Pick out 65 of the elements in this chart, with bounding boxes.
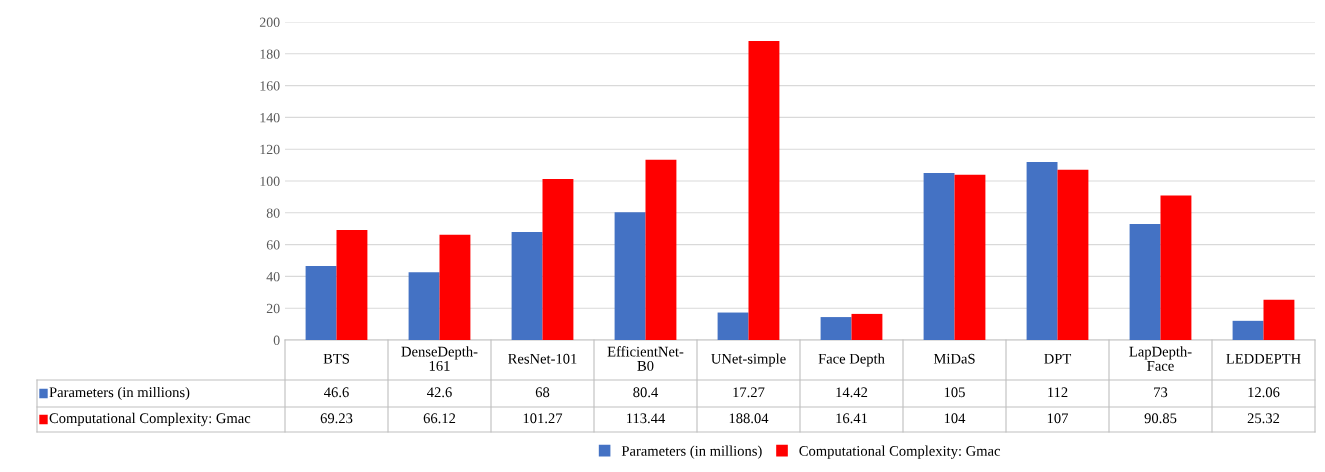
data-label: 90.85 bbox=[1144, 413, 1177, 424]
data-label: 46.6 bbox=[324, 387, 349, 398]
x-tick-label: DenseDepth-161 bbox=[401, 346, 478, 371]
data-label: 112 bbox=[1048, 387, 1068, 398]
data-label: 107 bbox=[1047, 413, 1069, 424]
data-label: 17.27 bbox=[733, 387, 765, 398]
y-tick-label: 20 bbox=[266, 303, 280, 314]
data-label: 16.41 bbox=[836, 413, 868, 424]
bar bbox=[1160, 195, 1192, 340]
data-label: 188.04 bbox=[729, 413, 769, 424]
x-tick-label: UNet-simple bbox=[711, 353, 786, 367]
data-label: 101.27 bbox=[523, 413, 563, 424]
bar bbox=[511, 231, 543, 340]
data-label: 14.42 bbox=[836, 387, 868, 398]
y-tick-label: 140 bbox=[260, 112, 280, 123]
text: Parameters (in millions) bbox=[49, 386, 190, 401]
data-label: 25.32 bbox=[1247, 413, 1280, 424]
data-label: 68 bbox=[535, 387, 550, 398]
y-tick-label: 80 bbox=[266, 208, 280, 218]
x-tick-label: BTS bbox=[323, 353, 349, 364]
y-tick-label: 60 bbox=[266, 240, 280, 250]
bar bbox=[305, 265, 337, 340]
legend-label: Parameters (in millions) bbox=[621, 445, 762, 459]
bar bbox=[1263, 299, 1295, 340]
bar bbox=[717, 312, 749, 340]
bar bbox=[542, 178, 574, 340]
bar bbox=[439, 234, 471, 340]
bar bbox=[954, 174, 986, 340]
data-label: 42.6 bbox=[427, 387, 452, 398]
data-label: 69.23 bbox=[320, 413, 353, 424]
x-tick-label: DPT bbox=[1044, 353, 1072, 364]
x-tick-label: LEDDEPTH bbox=[1226, 353, 1301, 364]
bar bbox=[1057, 169, 1089, 340]
bar bbox=[923, 173, 955, 340]
bar bbox=[1026, 161, 1058, 340]
x-tick-label: MiDaS bbox=[933, 353, 975, 364]
legend-label: Computational Complexity: Gmac bbox=[799, 445, 1001, 459]
bar bbox=[614, 212, 646, 340]
y-tick-label: 100 bbox=[260, 176, 280, 186]
bar bbox=[1129, 223, 1161, 340]
text: Computational Complexity: Gmac bbox=[49, 412, 251, 427]
data-label: 80.4 bbox=[633, 387, 659, 398]
data-label: 66.12 bbox=[423, 413, 456, 424]
data-label: 73 bbox=[1154, 387, 1168, 398]
bar bbox=[645, 159, 677, 340]
y-tick-label: 160 bbox=[260, 81, 280, 91]
y-tick-label: 0 bbox=[273, 335, 280, 345]
bar bbox=[851, 313, 883, 340]
bar bbox=[1232, 320, 1264, 340]
bar bbox=[408, 272, 440, 340]
y-tick-label: 180 bbox=[260, 49, 280, 59]
y-tick-label: 40 bbox=[266, 271, 280, 282]
y-tick-label: 200 bbox=[259, 17, 280, 27]
data-label: 12.06 bbox=[1248, 387, 1280, 398]
x-tick-label: ResNet-101 bbox=[508, 353, 577, 364]
bar bbox=[336, 229, 368, 340]
data-label: 104 bbox=[944, 413, 966, 424]
x-tick-label: Face Depth bbox=[818, 353, 885, 367]
x-tick-label: LapDepth-Face bbox=[1129, 346, 1192, 371]
bar bbox=[748, 41, 780, 340]
y-tick-label: 120 bbox=[260, 144, 280, 155]
x-tick-label: EfficientNet-B0 bbox=[607, 346, 684, 371]
data-label: 105 bbox=[944, 387, 965, 398]
bar bbox=[820, 317, 852, 340]
data-label: 113.44 bbox=[627, 413, 666, 424]
